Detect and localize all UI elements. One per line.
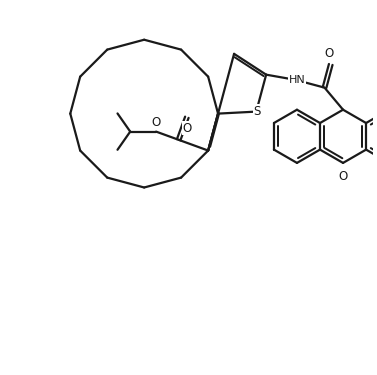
Text: O: O bbox=[152, 116, 161, 129]
Text: HN: HN bbox=[289, 75, 305, 85]
Text: O: O bbox=[339, 170, 348, 183]
Text: O: O bbox=[182, 122, 192, 135]
Text: S: S bbox=[253, 105, 261, 118]
Text: O: O bbox=[324, 47, 334, 60]
